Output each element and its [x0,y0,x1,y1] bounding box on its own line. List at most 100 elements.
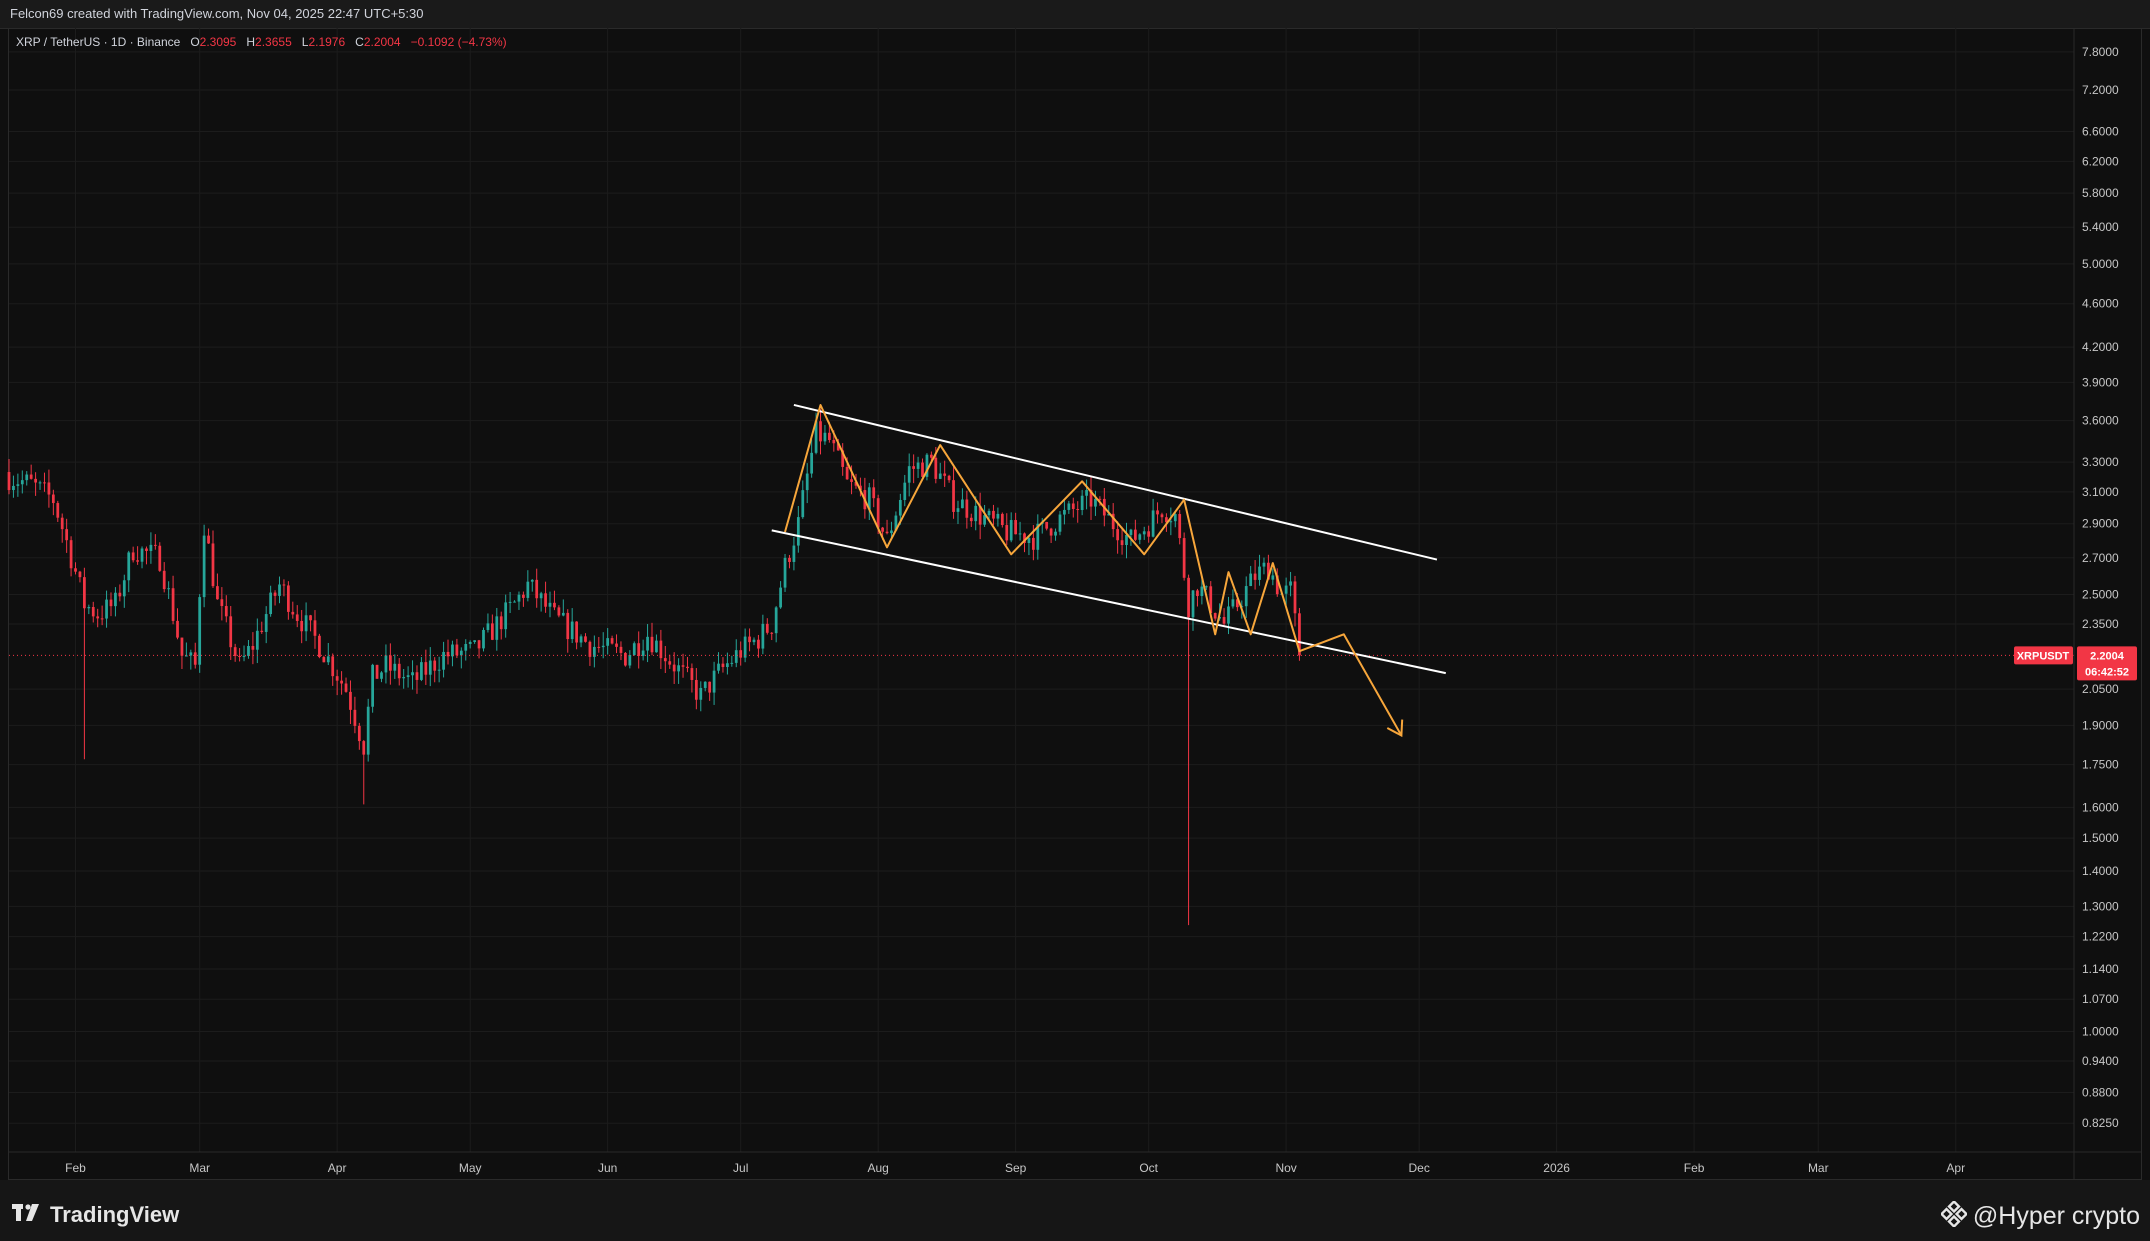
candle-body [1089,490,1093,507]
legend-high-label: H [246,35,256,49]
candle-body [544,593,547,607]
candle-body [47,482,51,495]
candle-body [828,432,831,440]
candle-body [1085,490,1088,496]
candle-body [1014,520,1018,535]
candle-body [504,602,508,630]
candle-body [859,485,862,491]
candle-body [987,510,991,516]
tradingview-brand[interactable]: TradingView [12,1202,179,1228]
price-tick-label: 1.2200 [2082,930,2119,944]
price-tag-box [2077,646,2137,681]
candle-body [513,601,516,603]
chart-area[interactable] [8,28,2142,1180]
price-tick-label: 3.1000 [2082,485,2119,499]
candle-body [539,593,543,599]
candle-body [437,669,441,671]
candle-body [1098,498,1102,500]
candle-body [965,499,969,518]
price-tick-label: 7.8000 [2082,45,2119,59]
candle-body [499,616,503,630]
candle-body [185,655,188,657]
candle-body [508,601,512,603]
candle-body [371,664,375,707]
candle-body [579,636,583,643]
candle-body [189,652,193,656]
candle-body [127,552,131,581]
candle-body [641,650,645,656]
candle-body [242,655,246,657]
candle-body [575,621,578,643]
candle-body [74,568,77,572]
time-tick-label: Mar [1808,1161,1829,1175]
candle-body [198,597,202,665]
candle-body [561,612,565,616]
candle-body [1054,531,1057,536]
candle-body [375,664,379,679]
price-tick-label: 3.3000 [2082,455,2119,469]
candle-body [180,637,184,656]
candle-body [406,675,410,678]
watermark-text: @Hyper crypto [1972,1202,2140,1230]
candle-body [921,462,924,477]
candle-body [1049,528,1053,536]
candle-body [202,535,206,598]
candle-body [1173,514,1177,522]
price-tick-label: 3.6000 [2082,414,2119,428]
candle-body [1063,509,1066,515]
grid-layer [9,28,2074,1152]
candle-body [854,481,858,486]
time-tick-label: Apr [328,1161,347,1175]
candle-body [814,421,818,453]
candle-body [872,487,876,499]
candle-body [876,498,880,528]
price-tick-label: 2.9000 [2082,517,2119,531]
time-tick-label: Jun [598,1161,617,1175]
candle-body [158,545,162,571]
candle-body [1165,517,1168,523]
candle-body [1080,495,1084,511]
candle-body [145,548,148,551]
candle-body [229,616,233,648]
candle-body [810,452,814,474]
candle-body [1120,540,1124,546]
candle-layer [7,409,1301,926]
time-tick-label: Feb [65,1161,86,1175]
candle-body [912,466,916,469]
candle-body [207,535,210,544]
price-tick-label: 6.6000 [2082,125,2119,139]
symbol-tag-text: XRPUSDT [2017,650,2070,662]
price-tick-label: 1.4000 [2082,864,2119,878]
candle-body [1258,566,1261,580]
candle-body [898,499,902,516]
candle-body [224,606,228,617]
candle-body [1129,529,1133,535]
candle-body [978,505,982,525]
candle-body [1196,590,1199,597]
candle-body [592,646,596,657]
chart-svg[interactable]: 7.8000 7.2000 6.6000 6.2000 5.8000 5.4000 5.00… [0,0,2150,1180]
candle-body [34,478,37,483]
candle-body [832,439,836,444]
candle-body [397,663,401,679]
candle-body [743,636,747,658]
candle-body [659,640,663,659]
candle-body [1045,521,1049,529]
candle-body [1231,599,1235,607]
candle-body [1138,534,1142,540]
candle-body [486,623,490,630]
candle-body [1036,523,1040,550]
candle-body [668,661,672,665]
candle-body [845,466,849,480]
candle-body [1267,562,1270,580]
candle-body [823,432,827,442]
candle-body [836,443,840,451]
author-watermark: @Hyper crypto [1939,1199,2140,1232]
candle-body [25,474,29,481]
candle-body [446,651,450,657]
tradingview-brand-text: TradingView [50,1202,180,1227]
candle-body [672,664,676,672]
price-tick-label: 1.3000 [2082,899,2119,913]
candle-body [801,490,805,518]
candle-body [996,513,1000,519]
